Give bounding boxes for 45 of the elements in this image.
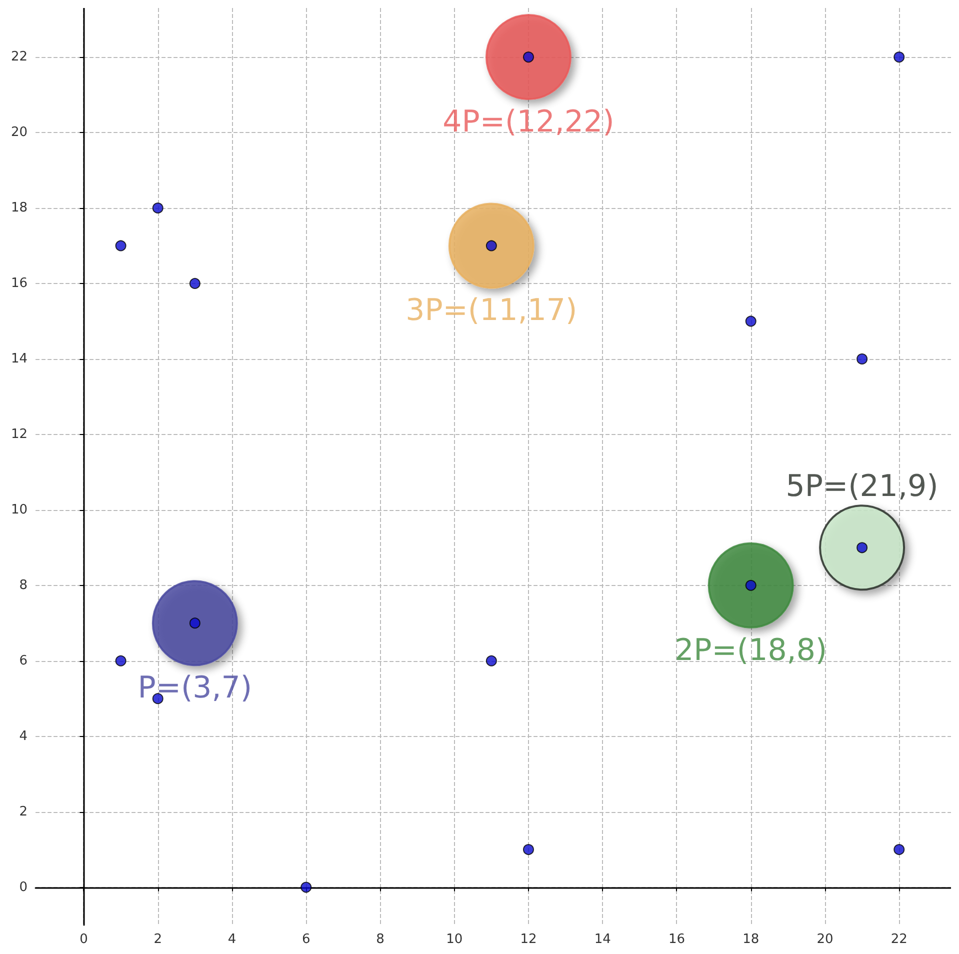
x-tick-label: 8: [376, 932, 384, 947]
point: [522, 52, 534, 63]
x-tick-label: 22: [890, 932, 908, 947]
point: [189, 618, 200, 629]
y-tick-label: 20: [10, 125, 28, 140]
point: [856, 542, 868, 554]
x-tick-label: 20: [816, 932, 834, 947]
y-tick-label: 2: [19, 804, 28, 820]
y-tick-label: 8: [19, 578, 28, 593]
y-tick-label: 16: [10, 276, 28, 291]
point: [486, 240, 497, 252]
y-tick-label: 4: [19, 728, 28, 744]
y-tick-label: 10: [10, 502, 28, 518]
point: [189, 278, 200, 289]
y-tick-label: 12: [10, 426, 28, 442]
point: [745, 316, 756, 327]
x-tick-label: 6: [302, 932, 310, 947]
point: [115, 655, 126, 666]
x-tick-label: 14: [594, 932, 611, 947]
point: [894, 52, 905, 63]
annotation: 2P=(18,8): [674, 632, 828, 668]
point: [115, 240, 126, 252]
x-tick-label: 18: [742, 932, 760, 947]
annotation: 3P=(11,17): [406, 293, 578, 328]
point: [894, 844, 905, 856]
y-tick-label: 18: [10, 200, 28, 216]
x-tick-label: 12: [520, 932, 537, 947]
y-tick-label: 6: [19, 653, 28, 668]
y-tick-label: 22: [10, 50, 28, 65]
x-tick-label: 10: [446, 932, 463, 947]
annotation: 5P=(21,9): [786, 469, 938, 504]
point: [152, 202, 164, 214]
x-tick-label: 0: [80, 932, 88, 947]
x-tick-label: 16: [668, 932, 686, 947]
point: [745, 580, 756, 591]
point: [486, 655, 497, 666]
point: [856, 353, 868, 364]
annotation: P=(3,7): [138, 670, 252, 706]
x-tick-label: 4: [228, 932, 236, 947]
y-tick-label: 0: [19, 880, 28, 895]
point: [300, 882, 312, 893]
annotation: 4P=(12,22): [442, 104, 614, 140]
y-tick-label: 14: [10, 351, 28, 366]
point: [522, 844, 534, 856]
x-tick-label: 2: [154, 932, 162, 947]
